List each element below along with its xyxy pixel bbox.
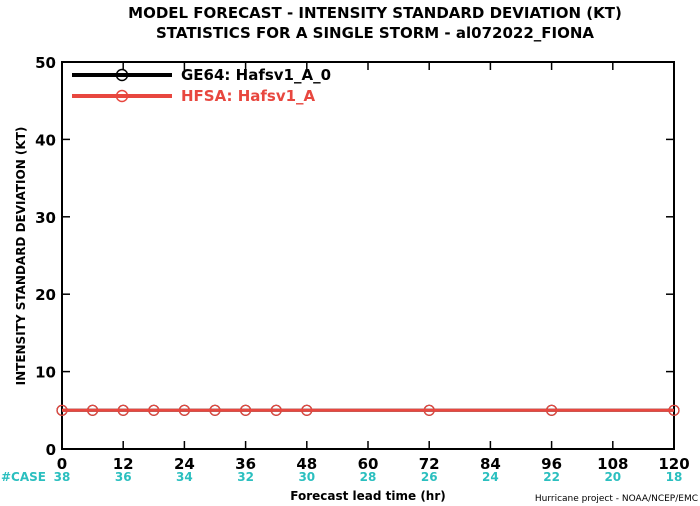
legend-marker [115,89,129,103]
data-point [240,404,252,416]
x-tick-label: 120 [658,455,689,473]
data-point [178,404,190,416]
x-tick-label: 0 [57,455,67,473]
x-tick-label: 84 [480,455,501,473]
x-axis: 0 12 24 36 48 60 72 84 96 108 120 [57,62,690,473]
x-tick-label: 12 [113,455,134,473]
data-point [545,404,558,416]
case-count: 38 [54,470,71,484]
case-count: 28 [360,470,377,484]
chart-title: MODEL FORECAST - INTENSITY STANDARD DEVI… [128,4,622,22]
data-point [668,404,680,416]
x-tick-label: 72 [419,455,440,473]
case-count: 34 [176,470,193,484]
y-tick-label: 0 [46,441,56,459]
legend-label: GE64: Hafsv1_A_0 [181,66,331,84]
data-point [301,404,313,416]
case-count: 18 [666,470,683,484]
y-tick-label: 40 [35,131,56,149]
case-count: 26 [421,470,438,484]
data-point [423,404,435,416]
chart-subtitle: STATISTICS FOR A SINGLE STORM - al072022… [156,24,594,42]
data-point [209,404,221,416]
legend-label: HFSA: Hafsv1_A [181,87,316,105]
case-counts: 38 36 34 32 30 28 26 24 22 20 18 [54,470,683,484]
case-count: 22 [543,470,560,484]
data-point [148,404,160,416]
x-axis-label: Forecast lead time (hr) [290,489,446,503]
data-point [56,404,68,416]
case-label: #CASE [1,470,46,484]
case-count: 32 [237,470,254,484]
y-tick-label: 10 [35,364,56,382]
case-count: 36 [115,470,132,484]
x-tick-label: 60 [358,455,379,473]
x-tick-label: 96 [541,455,562,473]
x-tick-label: 108 [597,455,628,473]
x-tick-label: 24 [174,455,195,473]
y-axis: 0 10 20 30 40 50 [35,54,674,459]
x-tick-label: 36 [235,455,256,473]
y-axis-label: INTENSITY STANDARD DEVIATION (KT) [14,127,28,386]
data-point [270,404,282,416]
y-tick-label: 50 [35,54,56,72]
y-tick-label: 20 [35,286,56,304]
x-tick-label: 48 [296,455,317,473]
y-tick-label: 30 [35,209,56,227]
case-count: 24 [482,470,499,484]
data-point [117,404,129,416]
legend: GE64: Hafsv1_A_0 HFSA: Hafsv1_A [72,66,331,105]
series-group [56,404,680,416]
data-point [86,404,99,416]
legend-marker [115,68,129,82]
credit-text: Hurricane project - NOAA/NCEP/EMC [535,494,698,504]
case-count: 30 [298,470,315,484]
plot-frame [61,61,675,450]
case-count: 20 [604,470,621,484]
